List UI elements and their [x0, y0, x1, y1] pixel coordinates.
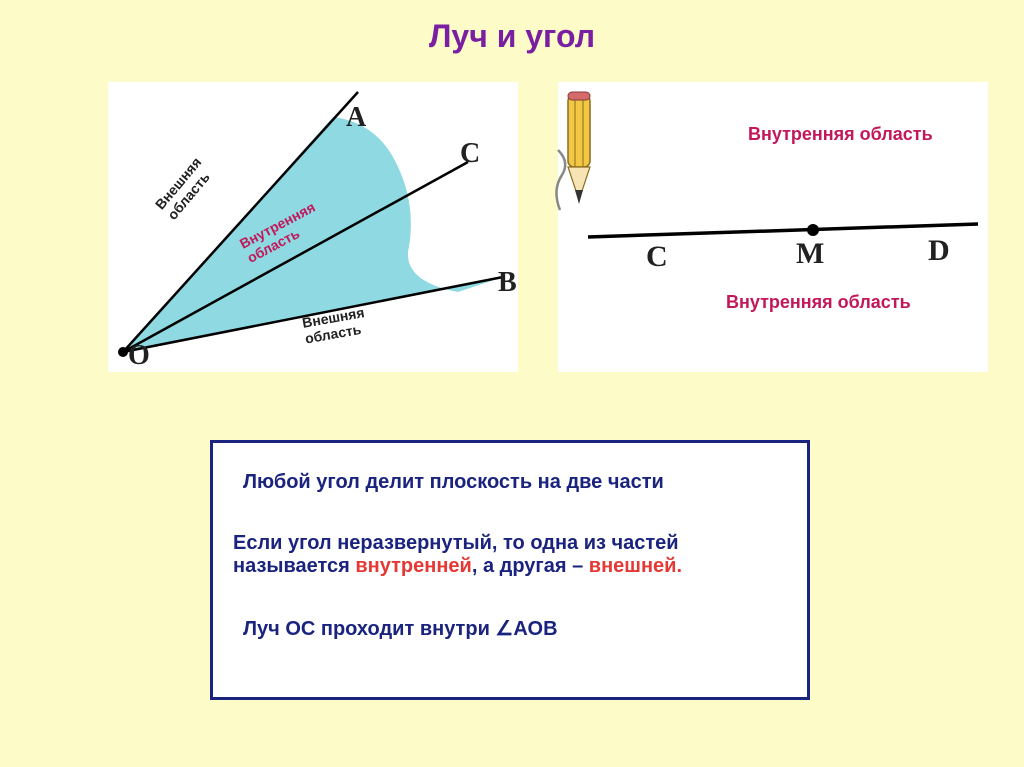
label-B: B [498, 267, 517, 299]
info-line2-em2: внешней. [589, 555, 682, 577]
point-M [807, 224, 819, 236]
info-line1: Любой угол делит плоскость на две части [233, 471, 787, 494]
info-line2: Если угол неразвернутый, то одна из част… [233, 532, 787, 578]
label-M: M [796, 237, 824, 271]
right-diagram-panel: Внутренняя область Внутренняя область C … [558, 82, 988, 372]
page-title: Луч и угол [429, 18, 595, 55]
label-C2: C [646, 240, 668, 274]
line-CD [588, 224, 978, 237]
info-box: Любой угол делит плоскость на две части … [210, 440, 810, 700]
info-line2-b: , а другая – [472, 555, 589, 577]
label-C: C [460, 138, 480, 170]
angle-symbol: ∠ [495, 618, 513, 640]
vertex-O [118, 347, 128, 357]
info-line3-b: АОВ [513, 618, 557, 640]
label-D: D [928, 234, 950, 268]
info-line3: Луч ОС проходит внутри ∠АОВ [233, 616, 787, 641]
info-line2-em1: внутренней [355, 555, 471, 577]
label-A: A [346, 102, 366, 134]
inner-region-top: Внутренняя область [748, 124, 933, 145]
inner-region-bottom: Внутренняя область [726, 292, 911, 313]
info-line3-a: Луч ОС проходит внутри [243, 618, 495, 640]
left-diagram-panel: A C B O Внешняя область Внутренняя облас… [108, 82, 518, 372]
label-O: O [128, 340, 150, 372]
pencil-icon [550, 90, 600, 220]
